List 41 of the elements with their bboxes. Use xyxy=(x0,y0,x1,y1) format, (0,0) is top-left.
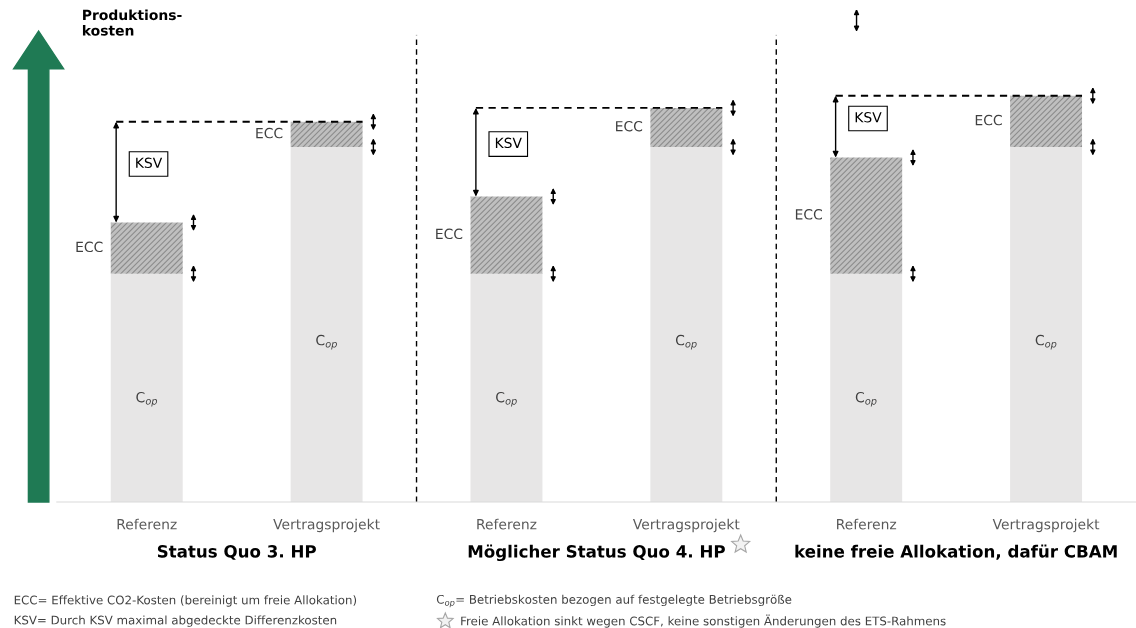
text: C$_{op}$= Betriebskosten bezogen auf festgelegte Betriebsgröße xyxy=(436,594,792,608)
text: C$_{op}$ xyxy=(316,334,337,350)
annotation: KSV xyxy=(495,137,522,149)
text: ECC xyxy=(975,114,1002,126)
text: C$_{op}$ xyxy=(1035,334,1057,350)
series-label: ECC xyxy=(76,241,103,253)
text: keine freie Allokation, dafür CBAM xyxy=(795,544,1117,560)
x-tick-label: Referenz xyxy=(117,518,177,530)
text: ECC xyxy=(256,127,283,139)
text: Möglicher Status Quo 4. HP xyxy=(468,544,725,562)
bar xyxy=(470,196,543,274)
x-tick-label: Vertragsprojekt xyxy=(992,518,1100,533)
text: KSV= Durch KSV maximal abgedeckte Differenzkosten xyxy=(14,615,337,627)
bar xyxy=(650,107,723,147)
text: ECC xyxy=(795,209,822,220)
bar xyxy=(650,146,723,503)
text: Status Quo 3. HP xyxy=(157,545,316,560)
x-tick-label: Vertragsprojekt xyxy=(273,518,380,533)
x-tick-label: Referenz xyxy=(837,518,897,530)
bar xyxy=(290,146,363,503)
text: C$_{op}$ xyxy=(136,391,158,407)
bar xyxy=(830,157,903,274)
bar xyxy=(110,273,183,503)
y-axis-title: Produktions- kosten xyxy=(82,9,182,36)
bar xyxy=(290,121,363,147)
bar xyxy=(1010,146,1083,503)
annotation: KSV xyxy=(136,157,163,169)
bar xyxy=(110,222,183,274)
text: ECC= Effektive CO2-Kosten (bereinigt um freie Allokation) xyxy=(14,595,357,607)
series-label: C$_{op}$ xyxy=(675,334,697,350)
text: Freie Allokation sinkt wegen CSCF, keine sonstigen Änderungen des ETS-Rahmens xyxy=(461,614,946,628)
x-tick-label: Vertragsprojekt xyxy=(632,518,740,533)
bar xyxy=(470,273,543,503)
text: C$_{op}$ xyxy=(855,391,877,407)
bar xyxy=(1010,95,1083,147)
text: ECC xyxy=(436,228,463,240)
text: C$_{op}$ xyxy=(496,391,517,407)
annotation: KSV xyxy=(855,112,882,123)
x-tick-label: Referenz xyxy=(477,518,537,530)
text: ECC xyxy=(616,120,643,132)
bar xyxy=(830,273,903,503)
